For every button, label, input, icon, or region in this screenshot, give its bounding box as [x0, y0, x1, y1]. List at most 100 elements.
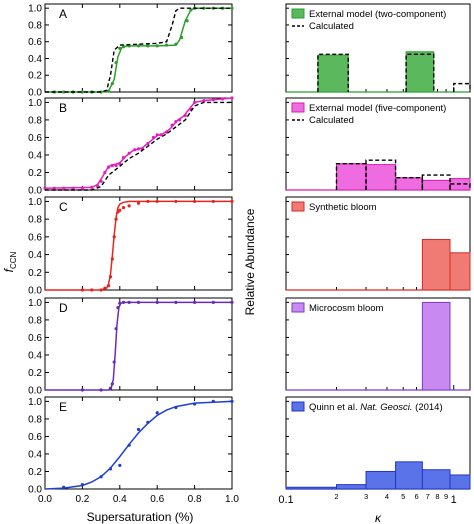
legend-label-pre: Quinn et al. [309, 402, 360, 413]
plot-frame [44, 97, 233, 191]
x-tick-label-minor: 4 [385, 492, 389, 501]
data-point [155, 411, 159, 415]
y-tick-label: 0.6 [28, 37, 42, 48]
y-tick-label: 1.0 [28, 298, 42, 309]
y-tick-label: 0.6 [28, 133, 42, 144]
legend-label-post: (2014) [413, 402, 443, 413]
panels: 0.0 0.2 0.4 0.6 0.8 1.0 A 0.0 0.2 0.4 0.6 0.8 1.0 B 0.… [28, 3, 471, 506]
y-tick-label: 0.2 [28, 168, 42, 179]
legend-calc-label: Calculated [309, 115, 354, 126]
x-tick-label-minor: 7 [426, 492, 430, 501]
y-tick-label: 0.4 [28, 350, 42, 361]
bar [421, 301, 451, 391]
x-tick-label: 1.0 [225, 494, 239, 505]
y-tick-label: 0.4 [28, 54, 42, 65]
left-y-axis-label: fCCN [2, 251, 18, 272]
y-tick-label: 0.0 [28, 286, 42, 297]
y-tick-label: 0.6 [28, 333, 42, 344]
bar [449, 252, 471, 291]
bar [421, 239, 451, 291]
plot-frame [44, 196, 233, 291]
legend-label: External model (five-component) [309, 103, 446, 114]
data-point [118, 208, 122, 212]
legend-label: External model (two-component) [309, 9, 446, 20]
left-y-axis-label-sub: CCN [9, 251, 18, 269]
data-point [121, 206, 126, 210]
panel-letter: E [59, 400, 67, 414]
legend: External model (two-component)Calculated [291, 8, 446, 32]
fit-line [45, 200, 232, 291]
y-tick-label: 0.8 [28, 315, 42, 326]
bar [365, 164, 397, 191]
x-tick-label-minor: 5 [401, 492, 405, 501]
y-tick-label: 0.6 [28, 432, 42, 443]
y-tick-label: 0.0 [28, 485, 42, 496]
legend-calc-label: Calculated [309, 21, 354, 32]
legend-label: Synthetic bloom [309, 202, 377, 213]
panel-e-left: 0.0 0.2 0.4 0.6 0.8 1.0 0.0 0.2 0.4 0.6 0.8 1.0 E [28, 396, 239, 505]
legend-swatch [291, 401, 305, 412]
panel-letter: B [59, 101, 67, 115]
plot-frame [44, 297, 233, 391]
y-tick-label: 0.2 [28, 368, 42, 379]
legend-swatch [291, 302, 305, 313]
x-tick-label: 0.6 [150, 494, 164, 505]
legend-label-italic: Nat. Geosci. [360, 402, 412, 413]
bar [335, 484, 367, 490]
legend-swatch [291, 8, 305, 19]
data-point [118, 463, 122, 467]
x-tick-label: 0.0 [38, 494, 52, 505]
left-y-axis-label-f: f [2, 267, 16, 272]
bar [317, 54, 349, 93]
x-tick-label-minor: 3 [364, 492, 368, 501]
y-tick-label: 0.8 [28, 215, 42, 226]
fit-line [45, 7, 232, 93]
bar [405, 51, 435, 93]
panel-letter: A [59, 7, 67, 21]
x-tick-label-major: 1 [451, 494, 457, 506]
panel-d-left: 0.0 0.2 0.4 0.6 0.8 1.0 D [28, 297, 234, 397]
y-tick-label: 1.0 [28, 4, 42, 15]
fit-line [45, 301, 232, 391]
x-tick-label: 0.2 [75, 494, 89, 505]
panel-e-right: Quinn et al. Nat. Geosci. (2014) 0.1 1 2 3 4 5… [278, 396, 471, 506]
plot-frame [44, 396, 233, 490]
x-tick-label-major: 0.1 [278, 494, 293, 506]
y-tick-label: 0.8 [28, 115, 42, 126]
y-tick-label: 0.4 [28, 449, 42, 460]
panel-a-right: External model (two-component)Calculated [285, 3, 471, 93]
x-tick-label: 0.4 [113, 494, 127, 505]
x-tick-label-minor: 9 [444, 492, 448, 501]
panel-b-left: 0.0 0.2 0.4 0.6 0.8 1.0 B [28, 96, 234, 197]
legend-swatch [291, 102, 305, 113]
calculated-line [45, 7, 232, 93]
right-y-axis-label: Relative Abundance [243, 208, 257, 315]
bar [421, 469, 451, 490]
y-tick-label: 0.8 [28, 414, 42, 425]
data-point [136, 427, 141, 432]
bar [449, 474, 471, 490]
bar [335, 163, 367, 191]
calculated-bar [365, 159, 397, 190]
x-tick-label: 0.8 [188, 494, 202, 505]
data-point [127, 204, 131, 208]
left-x-axis-label: Supersaturation (%) [87, 510, 194, 524]
y-tick-label: 0.0 [28, 186, 42, 197]
bar [365, 470, 397, 490]
panel-letter: D [59, 301, 68, 315]
fit-line [44, 400, 233, 490]
legend: Quinn et al. Nat. Geosci. (2014) [291, 401, 443, 413]
calculated-bar [453, 82, 471, 92]
y-tick-label: 0.2 [28, 467, 42, 478]
y-tick-label: 0.2 [28, 71, 42, 82]
calculated-bar [421, 174, 451, 190]
panel-d-right: Microcosm bloom [285, 297, 471, 391]
y-tick-label: 1.0 [28, 197, 42, 208]
y-tick-label: 0.8 [28, 20, 42, 31]
y-tick-label: 0.6 [28, 232, 42, 243]
calculated-line [45, 101, 232, 191]
y-tick-label: 0.4 [28, 250, 42, 261]
bar [395, 177, 423, 191]
data-point [136, 201, 141, 205]
y-tick-label: 1.0 [28, 98, 42, 109]
